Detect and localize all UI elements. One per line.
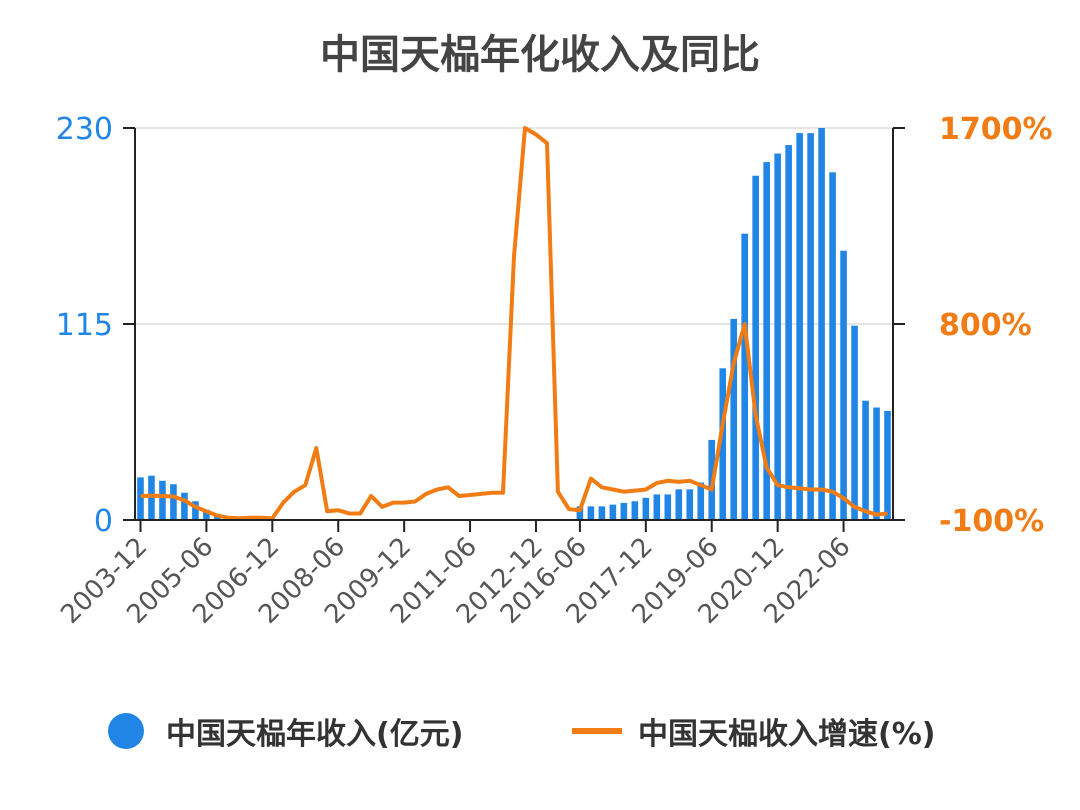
bar (851, 325, 858, 520)
chart-title: 中国天榀年化收入及同比 (320, 32, 760, 78)
right-tick-label: -100% (939, 504, 1044, 539)
legend-item-revenue[interactable]: 中国天榀年收入(亿元) (108, 706, 463, 756)
bar (620, 502, 628, 520)
left-tick-label: 230 (56, 112, 113, 147)
legend-item-growth[interactable]: 中国天榀收入增速(%) (572, 706, 935, 756)
bar (192, 501, 199, 520)
bar (609, 504, 617, 520)
left-tick-label: 115 (56, 308, 113, 343)
bar (840, 250, 847, 520)
bar (137, 477, 144, 520)
bar (598, 506, 606, 520)
bar (587, 506, 595, 520)
legend-label-growth: 中国天榀收入增速(%) (638, 717, 936, 752)
bar (741, 233, 748, 521)
bar (686, 489, 694, 520)
bar (862, 400, 869, 520)
bar (873, 407, 880, 520)
bar (752, 175, 759, 520)
bar (829, 172, 836, 520)
bar (631, 501, 639, 520)
bar (181, 492, 188, 520)
legend-dot-icon (108, 713, 144, 749)
bar (818, 128, 825, 520)
left-tick-label: 0 (94, 504, 113, 539)
bar (785, 145, 792, 521)
bar (576, 506, 584, 520)
bar (796, 133, 803, 520)
bar (884, 410, 891, 520)
line-series (140, 126, 888, 521)
axes (123, 127, 905, 532)
bar (159, 480, 166, 520)
bar (763, 162, 770, 520)
bar (730, 318, 738, 520)
bar (807, 133, 814, 520)
bar (653, 494, 661, 520)
growth-line (140, 126, 888, 521)
bar (642, 497, 650, 520)
right-tick-label: 800% (939, 308, 1032, 343)
bar (719, 368, 727, 520)
bar (675, 489, 683, 520)
bar (697, 482, 705, 520)
bar (148, 475, 155, 520)
bar-series (137, 128, 891, 521)
bar (170, 484, 177, 520)
legend-label-revenue: 中国天榀年收入(亿元) (166, 717, 464, 752)
legend-line-icon (572, 728, 622, 734)
bar (664, 494, 672, 520)
right-tick-label: 1700% (939, 112, 1053, 147)
bar (774, 153, 781, 520)
bar (203, 509, 210, 520)
